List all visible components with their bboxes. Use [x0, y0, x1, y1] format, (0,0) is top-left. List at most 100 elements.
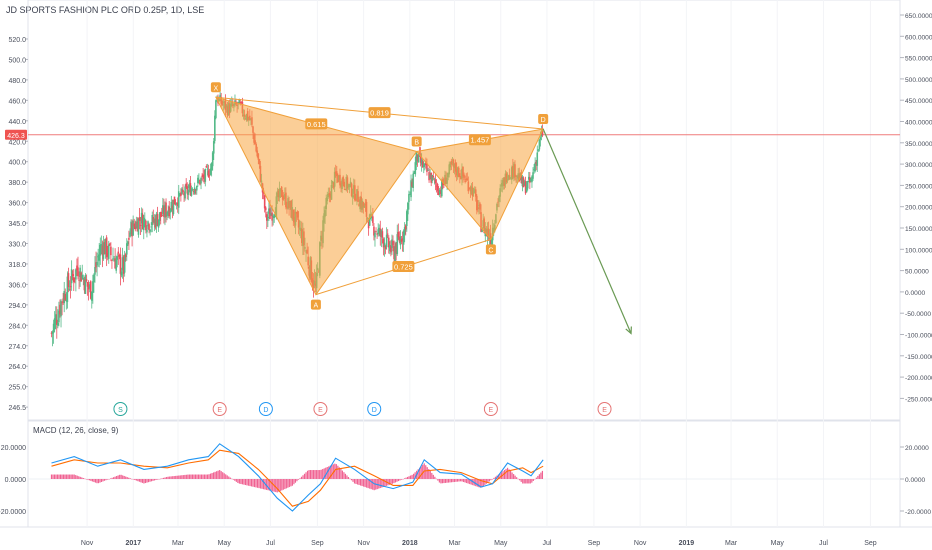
macd-histogram-bar: [266, 479, 268, 490]
candle-body: [434, 179, 437, 184]
macd-histogram-bar: [269, 479, 271, 491]
macd-histogram-bar: [235, 479, 237, 482]
macd-right-tick-label: 0.0000: [905, 477, 926, 484]
macd-histogram-bar: [179, 475, 181, 479]
macd-histogram-bar: [237, 479, 239, 483]
macd-histogram-bar: [175, 475, 177, 479]
macd-histogram-bar: [213, 472, 215, 479]
macd-histogram-bar: [50, 474, 53, 479]
macd-histogram-bar: [429, 471, 431, 479]
candle-body: [272, 215, 274, 217]
macd-histogram-bar: [272, 479, 274, 492]
macd-histogram-bar: [105, 479, 107, 481]
candle-body: [116, 256, 119, 260]
candle-body: [110, 246, 112, 256]
macd-histogram-bar: [305, 472, 307, 479]
candle-body: [58, 310, 60, 323]
macd-histogram-bar: [520, 479, 522, 482]
candle-body: [205, 166, 208, 168]
macd-histogram-bar: [137, 479, 139, 482]
x-tick-label: Jul: [819, 540, 828, 547]
macd-histogram-bar: [309, 470, 312, 479]
macd-histogram-bar: [420, 466, 422, 479]
candle-body: [271, 212, 273, 221]
candle-body: [133, 223, 136, 227]
candle-body: [117, 251, 120, 254]
macd-histogram-bar: [238, 479, 240, 484]
y-right-tick-label: 450.0000: [905, 98, 932, 105]
macd-histogram-bar: [400, 479, 403, 480]
macd-histogram-bar: [311, 470, 313, 479]
macd-histogram-bar: [364, 479, 366, 488]
candle-body: [81, 274, 84, 279]
event-marker: [212, 402, 227, 416]
candle-body: [97, 256, 99, 258]
macd-histogram-bar: [505, 468, 507, 479]
macd-histogram-bar: [526, 479, 528, 484]
candle-body: [162, 205, 164, 214]
candle-body: [396, 234, 399, 255]
candle-body: [151, 214, 154, 226]
candle-body: [114, 258, 116, 269]
candle-body: [392, 241, 394, 246]
macd-histogram-bar: [97, 479, 100, 484]
candle-body: [209, 168, 212, 175]
candle-body: [539, 137, 542, 140]
macd-histogram-bar: [513, 474, 515, 479]
macd-histogram-bar: [341, 470, 344, 479]
y-right-tick-label: 250.0000: [905, 183, 932, 190]
x-tick-label: Nov: [357, 540, 370, 547]
candle-body: [76, 265, 78, 271]
harmonic-pattern[interactable]: 0.615 0.725 1.457 0.819 X A B C D: [210, 82, 632, 335]
y-right-tick-label: 500.0000: [905, 77, 932, 84]
point-badge: [411, 136, 422, 147]
macd-histogram-bar: [261, 479, 263, 489]
macd-histogram-bar: [209, 473, 212, 479]
macd-histogram-bar: [141, 479, 143, 483]
macd-histogram-bar: [100, 479, 103, 482]
candle-body: [377, 229, 379, 235]
price-pane[interactable]: [27, 0, 901, 421]
price-label-badge: [5, 129, 27, 140]
macd-histogram-bar: [184, 474, 186, 479]
candle-body: [52, 323, 55, 333]
macd-histogram-bar: [255, 479, 257, 488]
candle-body: [197, 177, 199, 184]
candle-body: [263, 195, 266, 209]
macd-histogram-bar: [208, 474, 210, 479]
macd-histogram-bar: [444, 479, 447, 483]
macd-histogram-bar: [222, 472, 224, 479]
candle-body: [200, 177, 202, 184]
macd-histogram-bar: [126, 477, 128, 479]
candle-body: [524, 181, 527, 194]
candle-body: [71, 274, 74, 277]
event-label: E: [602, 407, 607, 414]
macd-histogram-bar: [319, 470, 321, 479]
macd-histogram-bar: [467, 479, 469, 484]
macd-histogram-bar: [172, 476, 174, 479]
candle-body: [426, 163, 428, 172]
macd-histogram-bar: [509, 470, 512, 479]
macd-histogram-bar: [528, 479, 530, 484]
event-marker: [483, 402, 498, 416]
candle-body: [398, 237, 401, 242]
macd-histogram-bar: [379, 479, 381, 489]
candle-body: [173, 196, 176, 205]
ratio-badge: [305, 118, 328, 130]
macd-histogram-bar: [469, 479, 471, 485]
macd-histogram-bar: [169, 476, 171, 479]
y-left-tick-label: 420.0: [8, 139, 26, 146]
candle-body: [131, 222, 133, 237]
candle-body: [273, 215, 276, 219]
macd-histogram-bar: [281, 479, 283, 491]
candle-body: [216, 99, 218, 102]
candle-body: [211, 152, 214, 167]
macd-histogram-bar: [437, 479, 439, 481]
candle-body: [68, 289, 71, 290]
macd-histogram-bar: [499, 473, 501, 479]
candle-body: [159, 211, 162, 217]
macd-histogram-bar: [453, 479, 456, 482]
candle-body: [269, 208, 271, 219]
macd-histogram-bar: [529, 479, 531, 484]
